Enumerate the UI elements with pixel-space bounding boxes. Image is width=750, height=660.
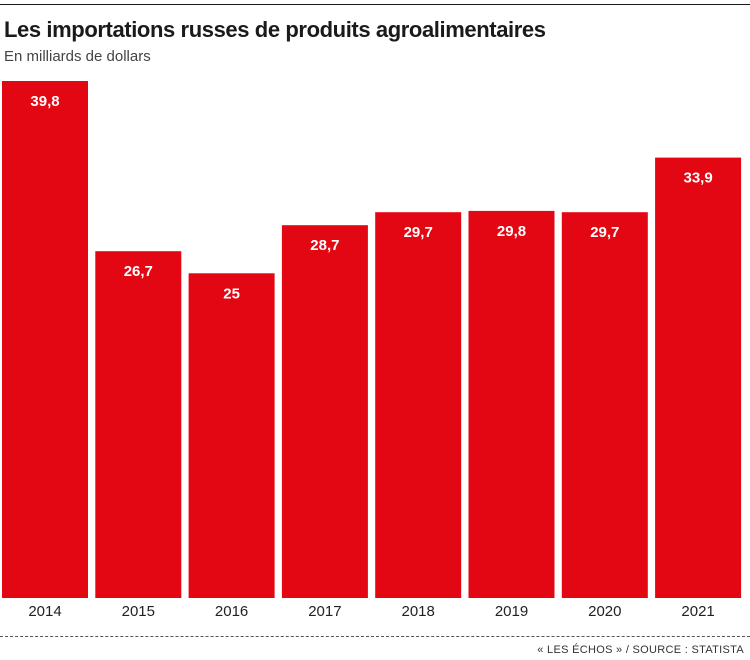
bar-value-label-2021: 33,9	[683, 170, 712, 187]
x-tick-label-2019: 2019	[495, 603, 528, 620]
top-rule	[0, 4, 750, 5]
x-tick-label-2018: 2018	[402, 603, 435, 620]
bar-value-label-2017: 28,7	[310, 237, 339, 254]
footer-divider	[0, 636, 750, 637]
bar-value-label-2020: 29,7	[590, 224, 619, 241]
bar-2017	[281, 225, 368, 598]
bar-value-label-2019: 29,8	[497, 223, 526, 240]
bar-2018	[375, 212, 462, 598]
bar-value-label-2014: 39,8	[30, 93, 59, 110]
bar-value-label-2016: 25	[223, 285, 240, 302]
bar-value-label-2015: 26,7	[124, 263, 153, 280]
x-tick-label-2021: 2021	[681, 603, 714, 620]
source-credit: « LES ÉCHOS » / SOURCE : STATISTA	[537, 644, 744, 656]
chart-subtitle: En milliards de dollars	[4, 48, 151, 65]
x-tick-label-2014: 2014	[28, 603, 61, 620]
bar-2019	[468, 210, 555, 598]
x-tick-label-2020: 2020	[588, 603, 621, 620]
bar-2021	[655, 157, 742, 598]
chart-title: Les importations russes de produits agro…	[4, 17, 546, 42]
x-tick-label-2015: 2015	[122, 603, 155, 620]
bar-2015	[95, 251, 182, 598]
bar-value-label-2018: 29,7	[404, 224, 433, 241]
bar-chart: 39,8 2014 26,7 2015 25 2016 28,7 2017 29,7 2018 29…	[2, 81, 742, 620]
x-tick-label-2016: 2016	[215, 603, 248, 620]
bar-2020	[561, 212, 648, 598]
bar-2014	[2, 81, 88, 598]
bar-2016	[188, 273, 275, 598]
x-tick-label-2017: 2017	[308, 603, 341, 620]
